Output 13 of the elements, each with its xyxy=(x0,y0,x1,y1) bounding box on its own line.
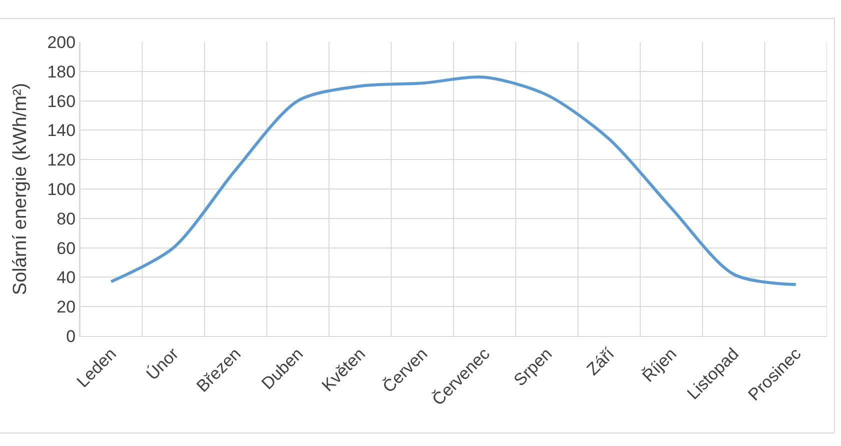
y-tick-label: 180 xyxy=(47,62,76,82)
y-tick-label: 80 xyxy=(56,209,76,228)
line-series xyxy=(110,76,798,286)
y-tick-label: 120 xyxy=(47,150,76,170)
y-tick-label: 60 xyxy=(56,238,76,258)
y-tick-label: 20 xyxy=(56,298,76,317)
y-tick-label: 160 xyxy=(47,92,76,111)
y-tick-label: 0 xyxy=(66,326,76,346)
y-axis-title: Solární energie (kWh/m²) xyxy=(10,82,32,296)
y-tick-label: 40 xyxy=(56,268,76,288)
y-tick-label: 140 xyxy=(47,121,76,140)
y-tick-label: 100 xyxy=(47,180,76,199)
y-tick-label: 200 xyxy=(47,32,76,52)
